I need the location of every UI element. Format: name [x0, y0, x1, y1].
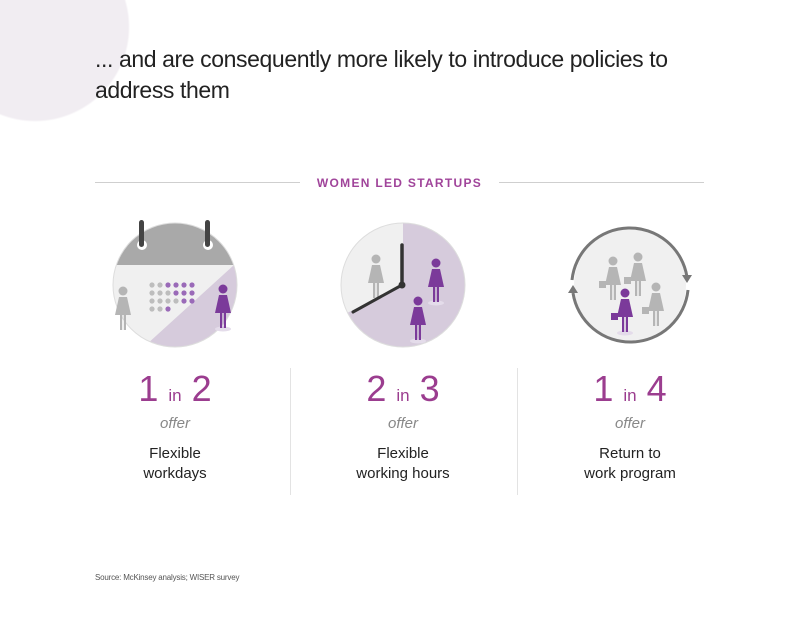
stat-label: Return to work program: [530, 444, 730, 484]
stat-return-to-work: 1 in 4 offer Return to work program: [530, 215, 730, 484]
stat-ratio: 1 in 2: [75, 369, 275, 416]
section-title: WOMEN LED STARTUPS: [316, 176, 483, 190]
clock-icon: [340, 222, 466, 348]
label-line: Return to: [599, 445, 661, 462]
day-dot: [189, 298, 195, 304]
stat-ratio: 2 in 3: [303, 369, 503, 416]
stat-ratio: 1 in 4: [530, 369, 730, 416]
ratio-numerator: 1: [593, 368, 614, 409]
ratio-numerator: 1: [138, 368, 159, 409]
ratio-in: in: [396, 386, 410, 405]
label-line: work program: [584, 465, 676, 482]
day-dot: [157, 282, 163, 288]
day-dot: [173, 290, 179, 296]
stat-label: Flexible workdays: [75, 444, 275, 484]
page-title: ... and are consequently more likely to …: [95, 46, 668, 103]
label-line: workdays: [143, 465, 207, 482]
calendar-icon: [112, 220, 238, 348]
ratio-numerator: 2: [366, 368, 387, 409]
label-line: Flexible: [149, 445, 201, 462]
offer-label: offer: [614, 415, 645, 432]
woman-figure-icon: [599, 256, 621, 300]
day-dot: [181, 290, 187, 296]
day-dot: [165, 298, 171, 304]
divider: [95, 182, 300, 183]
divider: [499, 182, 704, 183]
day-dot: [165, 290, 171, 296]
woman-figure-icon: [115, 286, 131, 330]
day-dot: [157, 298, 163, 304]
day-dot: [157, 290, 163, 296]
day-dot: [149, 306, 155, 312]
offer-label: offer: [159, 415, 190, 432]
stat-label: Flexible working hours: [303, 444, 503, 484]
day-dot: [173, 298, 179, 304]
label-line: Flexible: [377, 445, 429, 462]
day-dot: [189, 290, 195, 296]
return-cycle-icon: [568, 226, 692, 344]
section-header: WOMEN LED STARTUPS: [95, 174, 704, 192]
day-dot: [149, 298, 155, 304]
label-line: working hours: [356, 465, 450, 482]
ratio-in: in: [623, 386, 637, 405]
day-dot: [149, 290, 155, 296]
woman-figure-icon: [624, 252, 646, 296]
day-dot: [181, 298, 187, 304]
offer-label: offer: [387, 415, 418, 432]
day-dot: [165, 282, 171, 288]
stat-flexible-workdays: 1 in 2 offer Flexible workdays: [75, 215, 275, 484]
woman-figure-icon: [410, 296, 426, 344]
ratio-denominator: 2: [191, 368, 212, 409]
minute-hand: [351, 283, 404, 314]
stat-flexible-hours: 2 in 3 offer Flexible working hours: [303, 215, 503, 484]
column-divider: [290, 368, 291, 495]
day-dot: [173, 282, 179, 288]
day-dot: [181, 282, 187, 288]
woman-figure-icon: [215, 284, 231, 332]
day-dot: [165, 306, 171, 312]
ratio-denominator: 3: [419, 368, 440, 409]
source-note: Source: McKinsey analysis; WISER survey: [95, 573, 240, 582]
day-dot: [149, 282, 155, 288]
day-dot: [157, 306, 163, 312]
woman-figure-icon: [368, 254, 384, 298]
day-dot: [189, 282, 195, 288]
woman-figure-icon: [428, 258, 444, 306]
woman-figure-icon: [642, 282, 664, 326]
woman-figure-icon: [611, 288, 633, 336]
ratio-in: in: [168, 386, 182, 405]
ratio-denominator: 4: [646, 368, 667, 409]
column-divider: [517, 368, 518, 495]
